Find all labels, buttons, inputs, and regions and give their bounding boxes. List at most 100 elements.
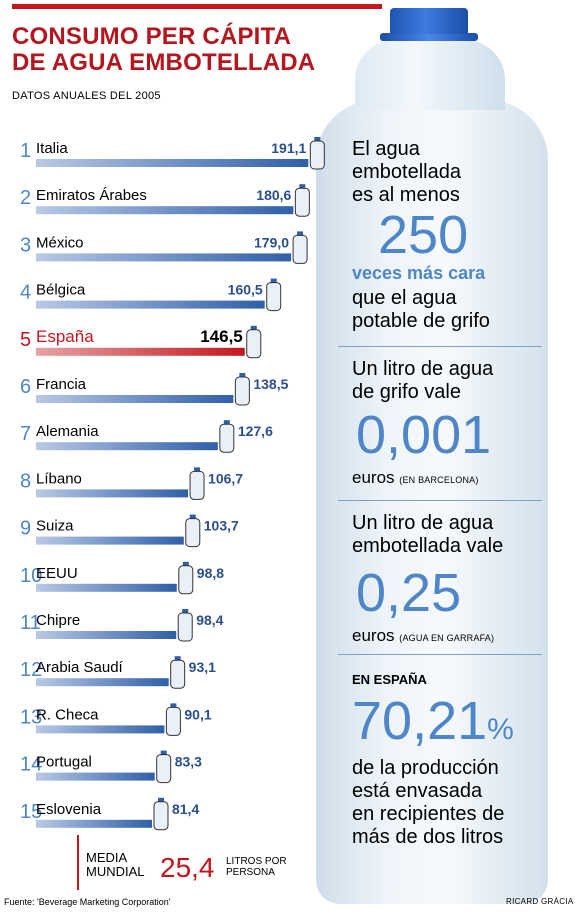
rank-label: 6 <box>20 376 31 398</box>
panel4-value: 70,21 <box>352 691 488 751</box>
category-label: México <box>36 234 84 251</box>
category-label: Francia <box>36 376 87 393</box>
bottle-neck <box>355 40 505 110</box>
panel-divider-3 <box>338 654 542 655</box>
rank-label: 3 <box>20 234 31 256</box>
value-label: 98,8 <box>197 565 224 581</box>
value-label: 127,6 <box>238 423 273 439</box>
panel4-big-number: 70,21% <box>352 694 514 757</box>
bar <box>36 583 177 592</box>
value-label: 103,7 <box>204 518 239 534</box>
bar-highlight <box>36 347 245 356</box>
media-value: 25,4 <box>160 852 215 883</box>
panel2-unit-line: euros (EN BARCELONA) <box>352 466 479 492</box>
value-label: 179,0 <box>254 234 289 250</box>
category-label: Bélgica <box>36 282 86 299</box>
bottle-icon <box>219 420 235 453</box>
panel2-text-1: Un litro de agua <box>352 358 494 380</box>
media-label: MEDIA MUNDIAL <box>86 851 145 879</box>
bar <box>36 772 155 781</box>
value-label: 106,7 <box>208 470 243 486</box>
category-label: Portugal <box>36 754 92 771</box>
panel3-unit: euros <box>352 626 395 645</box>
panel4-text-2: está envasada <box>352 780 483 802</box>
bottle-body <box>316 100 548 904</box>
panel1-text-3: es al menos <box>352 184 460 206</box>
bar <box>36 631 177 639</box>
bottle-icon <box>189 467 205 500</box>
rank-label: 2 <box>20 187 31 209</box>
bar <box>36 442 218 451</box>
rank-label: 5 <box>20 329 31 351</box>
bottle-icon <box>178 561 194 595</box>
bottle-icon <box>177 609 193 642</box>
category-label: Líbano <box>36 470 82 487</box>
panel3-note: (AGUA EN GARRAFA) <box>399 633 495 643</box>
panel-divider-2 <box>338 500 542 501</box>
bottle-icon <box>185 514 201 548</box>
chart-title: CONSUMO PER CÁPITA DE AGUA EMBOTELLADA <box>12 24 372 76</box>
bar <box>36 536 184 545</box>
bottle-cap-icon <box>390 8 468 34</box>
category-label: Alemania <box>36 423 99 440</box>
value-label: 160,5 <box>228 282 263 298</box>
value-label: 191,1 <box>271 140 306 156</box>
category-label: EEUU <box>36 565 78 582</box>
value-label: 138,5 <box>253 376 288 392</box>
panel4-percent: % <box>487 713 514 746</box>
value-label: 146,5 <box>200 327 243 346</box>
category-label: Chipre <box>36 612 80 629</box>
bar <box>36 395 234 403</box>
rank-label: 14 <box>20 754 42 776</box>
category-label: Suiza <box>36 518 74 535</box>
value-label: 180,6 <box>256 187 291 203</box>
category-label: Emiratos Árabes <box>36 187 147 204</box>
panel4-text-1: de la producción <box>352 757 499 779</box>
bar <box>36 725 165 734</box>
value-label: 83,3 <box>175 754 202 770</box>
category-label: Italia <box>36 140 68 157</box>
panel2-text-2: de grifo vale <box>352 381 461 403</box>
rank-label: 7 <box>20 423 31 445</box>
bottle-icon <box>170 656 186 689</box>
value-label: 93,1 <box>189 659 216 675</box>
rank-label: 1 <box>20 140 31 162</box>
rank-label: 12 <box>20 659 42 681</box>
bottle-icon <box>165 703 181 736</box>
panel1-text-1: El agua <box>352 138 420 160</box>
bottle-icon <box>234 373 250 406</box>
bar-chart: 1 Italia 191,1 2 Emiratos Árabes 180,6 3 México… <box>20 137 325 831</box>
panel4-text-3: en recipientes de <box>352 803 505 825</box>
bottle-icon <box>153 797 169 831</box>
panel3-big-number: 0,25 <box>356 563 462 623</box>
panel2-unit: euros <box>352 468 395 487</box>
category-label: Eslovenia <box>36 801 102 818</box>
credit-note: RICARD GRÀCIA <box>506 897 574 906</box>
bottle-icon <box>246 325 262 359</box>
bar <box>36 819 152 828</box>
media-label-line-1: MEDIA <box>86 850 128 865</box>
value-label: 81,4 <box>172 801 199 817</box>
title-line-2: DE AGUA EMBOTELLADA <box>12 49 316 76</box>
panel2-big-number: 0,001 <box>356 405 492 465</box>
panel1-highlight: veces más cara <box>352 263 486 283</box>
rank-label: 11 <box>20 612 41 634</box>
panel3-unit-line: euros (AGUA EN GARRAFA) <box>352 624 494 650</box>
panel3-text-1: Un litro de agua <box>352 512 494 534</box>
value-label: 98,4 <box>196 612 223 628</box>
panel3-text-2: embotellada vale <box>352 535 504 557</box>
media-marker-line <box>77 835 79 890</box>
category-label: Arabia Saudí <box>36 659 124 676</box>
panel1-text-6: potable de grifo <box>352 310 490 332</box>
panel4-text-4: más de dos litros <box>352 826 504 848</box>
title-line-1: CONSUMO PER CÁPITA <box>12 23 292 50</box>
bottle-icon <box>294 184 310 217</box>
category-label: España <box>36 327 94 346</box>
bottle-icon <box>309 137 325 170</box>
chart-subtitle: DATOS ANUALES DEL 2005 <box>12 90 161 102</box>
panel1-big-number: 250 <box>378 205 469 265</box>
rank-label: 4 <box>20 282 31 304</box>
rank-label: 13 <box>20 706 42 728</box>
panel4-heading: EN ESPAÑA <box>352 672 427 687</box>
